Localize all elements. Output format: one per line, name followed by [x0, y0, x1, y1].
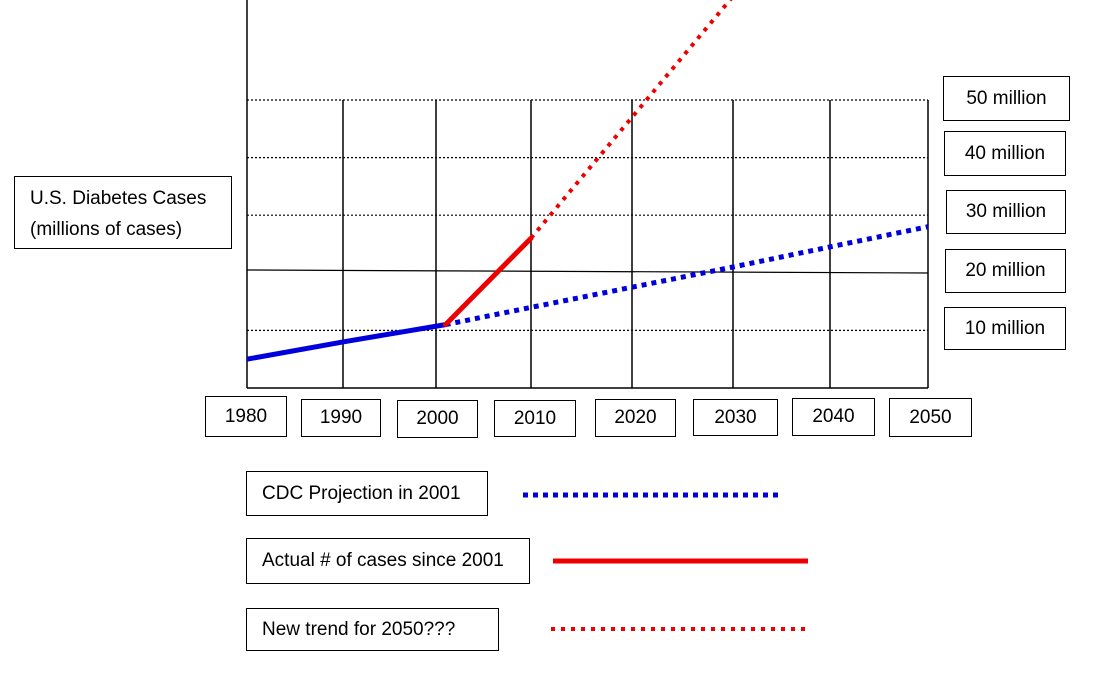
x-tick-label: 2040: [792, 398, 875, 436]
y-axis-label-line-2: (millions of cases): [30, 219, 183, 240]
legend-entry: New trend for 2050???: [246, 608, 499, 651]
x-tick-label: 2020: [595, 399, 676, 437]
grid-layer: [246, 0, 929, 389]
y-axis-label-line-1: U.S. Diabetes Cases: [30, 188, 207, 209]
x-tick-label: 1980: [205, 396, 287, 437]
legend-entry: Actual # of cases since 2001: [246, 538, 530, 584]
y-tick-label: 40 million: [944, 131, 1066, 176]
y-axis-label: U.S. Diabetes Cases (millions of cases): [14, 176, 232, 249]
series-actual-cases: [443, 235, 534, 328]
grid-hline-20: [246, 269, 929, 274]
series-cdc-projection: [445, 224, 929, 328]
y-tick-label: 10 million: [944, 307, 1066, 350]
x-tick-label: 2000: [397, 400, 478, 438]
y-tick-label: 20 million: [945, 249, 1066, 293]
x-tick-label: 2010: [494, 400, 576, 437]
series-new-trend: [529, 0, 733, 240]
x-tick-label: 2050: [889, 398, 972, 437]
series-cdc-historical: [247, 322, 448, 362]
x-tick-label: 1990: [301, 399, 381, 437]
y-tick-label: 50 million: [943, 76, 1070, 121]
series-layer: [247, 0, 929, 362]
x-tick-label: 2030: [693, 399, 778, 436]
legend-entry: CDC Projection in 2001: [246, 471, 488, 516]
y-tick-label: 30 million: [946, 190, 1066, 234]
legend-layer: [523, 492, 808, 631]
